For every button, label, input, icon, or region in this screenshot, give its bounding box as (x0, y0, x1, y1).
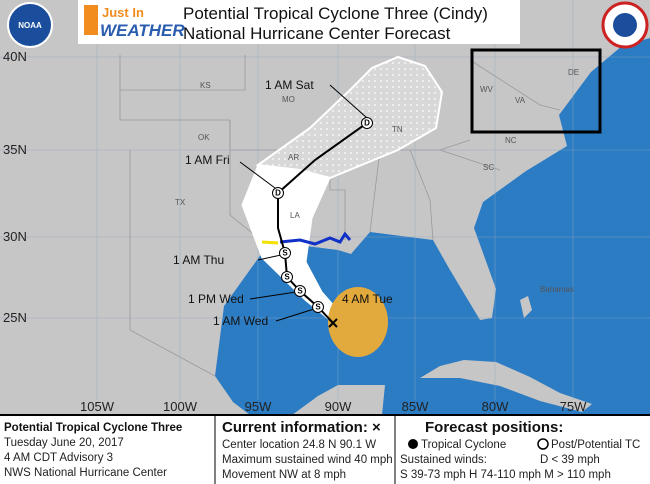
info-left: Tuesday June 20, 2017 (4, 437, 124, 449)
winds-scale: S 39-73 mph H 74-110 mph M > 110 mph (400, 469, 611, 481)
info-left: Potential Tropical Cyclone Three (4, 422, 182, 434)
forecast-title: Forecast positions: (425, 419, 563, 436)
lon-label: 105W (80, 399, 115, 414)
region-label: SC (483, 163, 494, 172)
yucatan (292, 385, 385, 415)
subtitle: National Hurricane Center Forecast (183, 24, 451, 43)
title: Potential Tropical Cyclone Three (Cindy) (183, 4, 488, 23)
ocean (215, 38, 650, 415)
region-label: OK (198, 133, 210, 142)
current-line: Center location 24.8 N 90.1 W (222, 439, 376, 451)
lon-label: 85W (402, 399, 429, 414)
lat-label: 25N (3, 310, 27, 325)
lon-label: 90W (325, 399, 352, 414)
region-label: TX (175, 198, 186, 207)
cuba (420, 360, 592, 412)
lon-label: 80W (482, 399, 509, 414)
lon-label: 100W (163, 399, 198, 414)
region-label: LA (290, 211, 300, 220)
legend-post: Post/Potential TC (551, 439, 640, 451)
region-label: DE (568, 68, 579, 77)
lat-label: 35N (3, 142, 27, 157)
time-label: 1 AM Thu (173, 253, 224, 267)
current-position (328, 318, 338, 328)
current-title: Current information: × (222, 419, 381, 436)
lat-label: 30N (3, 229, 27, 244)
region-label: AR (288, 153, 299, 162)
header-band (78, 0, 520, 44)
region-label: VA (515, 96, 526, 105)
lon-label: 75W (560, 399, 587, 414)
storm-watch (261, 240, 279, 245)
storm-warning (279, 231, 352, 246)
marker-label: D (275, 189, 281, 198)
winds-label: Sustained winds: (400, 454, 487, 466)
region-label: NC (505, 136, 517, 145)
region-label: Bahamas (540, 285, 574, 294)
time-label: 1 AM Fri (185, 153, 230, 167)
bahamas (520, 296, 532, 318)
lat-label: 40N (3, 49, 27, 64)
marker-label: S (282, 249, 288, 258)
region-label: WV (480, 85, 494, 94)
marker-label: S (284, 273, 290, 282)
marker-label: S (315, 303, 321, 312)
noaa-text: NOAA (18, 21, 42, 30)
cone-inner (241, 164, 346, 324)
region-label: TN (392, 125, 403, 134)
noaa-logo (7, 2, 53, 48)
time-leaders (239, 84, 368, 322)
nws-logo-core (613, 13, 637, 37)
lon-label: 95W (245, 399, 272, 414)
time-label: 1 AM Sat (265, 78, 314, 92)
time-label: 1 PM Wed (188, 292, 244, 306)
marker-label: D (364, 119, 370, 128)
inset-box (470, 48, 602, 134)
info-left: NWS National Hurricane Center (4, 467, 167, 479)
logo-icon (84, 5, 98, 35)
track-markers (272, 117, 373, 313)
time-label: 1 AM Wed (213, 314, 268, 328)
legend-tc: Tropical Cyclone (421, 439, 506, 451)
wind-field (328, 287, 388, 357)
info-left: 4 AM CDT Advisory 3 (4, 452, 113, 464)
region-label: MO (282, 95, 295, 104)
marker-label: S (297, 287, 303, 296)
graticule (0, 0, 650, 400)
current-line: Maximum sustained wind 40 mph (222, 454, 393, 466)
legend-tc-icon (408, 439, 418, 449)
logo-bottom: WEATHER (100, 21, 185, 40)
logo-top: Just In (102, 5, 144, 20)
current-line: Movement NW at 8 mph (222, 469, 346, 481)
winds-d: D < 39 mph (540, 454, 600, 466)
legend-post-icon (537, 438, 549, 450)
region-label: KS (200, 81, 211, 90)
time-label: 4 AM Tue (342, 292, 393, 306)
